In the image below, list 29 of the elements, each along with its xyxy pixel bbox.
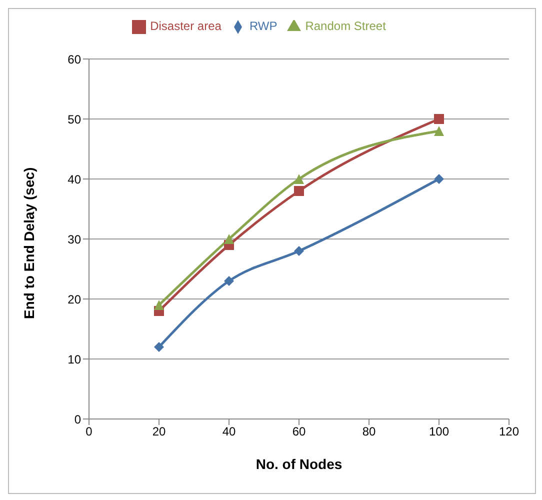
y-tick-label: 50 — [68, 112, 82, 126]
x-tick-label: 40 — [222, 424, 236, 439]
point — [224, 234, 234, 244]
x-tick-label: 100 — [428, 424, 450, 439]
y-tick-label: 20 — [68, 292, 82, 306]
point — [434, 114, 444, 124]
x-tick-label: 60 — [292, 424, 306, 439]
x-tick-label: 0 — [86, 424, 93, 439]
x-tick-label: 120 — [498, 424, 520, 439]
point — [294, 186, 304, 196]
point — [154, 300, 164, 310]
legend-label: Random Street — [305, 19, 386, 33]
point — [434, 126, 444, 136]
point — [294, 174, 304, 184]
point — [294, 246, 304, 256]
x-tick-label: 20 — [152, 424, 166, 439]
point — [224, 276, 234, 286]
y-tick-label: 0 — [74, 412, 82, 426]
y-tick-label: 30 — [68, 232, 82, 246]
y-tick-label: 60 — [68, 52, 82, 66]
point — [154, 342, 164, 352]
point — [434, 174, 444, 184]
x-tick-label: 80 — [362, 424, 376, 439]
y-axis-title: End to End Delay (sec) — [20, 167, 37, 319]
y-tick-label: 40 — [68, 172, 82, 186]
legend-label: Disaster area — [150, 19, 222, 33]
legend-label: RWP — [249, 19, 278, 33]
x-axis-title: No. of Nodes — [256, 456, 342, 472]
y-tick-label: 10 — [68, 352, 82, 366]
